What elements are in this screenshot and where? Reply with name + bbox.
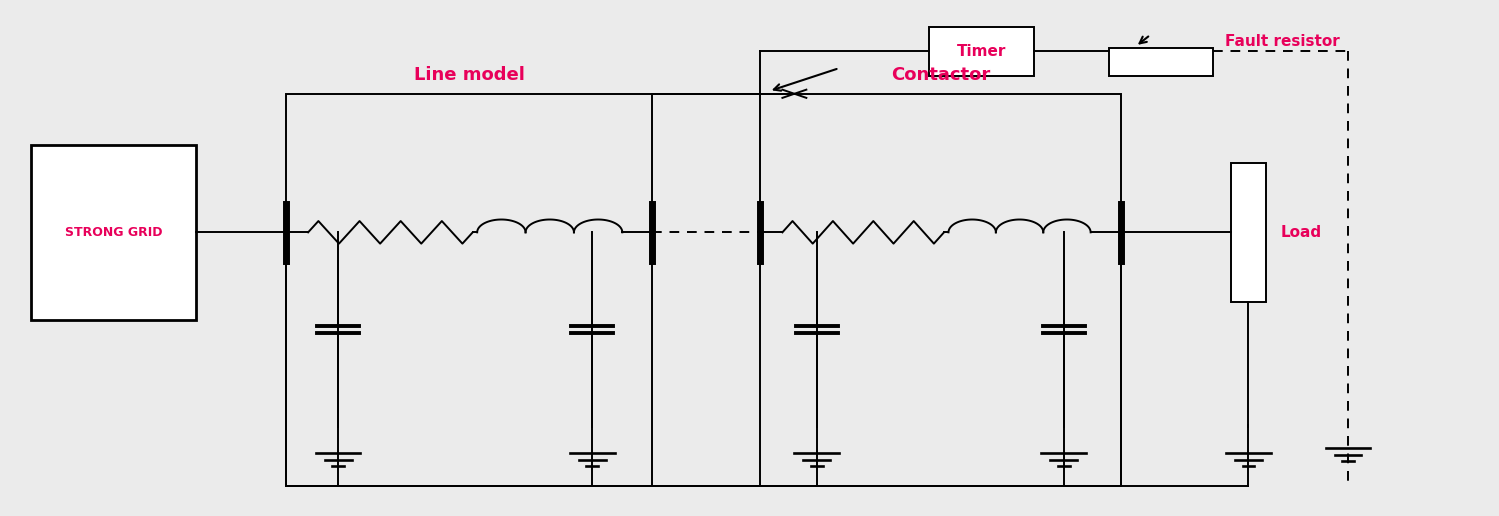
Bar — [31, 145, 196, 319]
Text: Contactor: Contactor — [890, 66, 989, 84]
Bar — [1109, 47, 1213, 76]
Text: Load: Load — [1280, 225, 1322, 240]
Bar — [929, 27, 1034, 76]
Bar — [1231, 163, 1265, 302]
Text: Fault resistor: Fault resistor — [1225, 34, 1340, 49]
Text: Timer: Timer — [956, 44, 1006, 59]
Text: Line model: Line model — [414, 66, 525, 84]
Text: STRONG GRID: STRONG GRID — [64, 226, 162, 239]
Bar — [286, 94, 1121, 487]
